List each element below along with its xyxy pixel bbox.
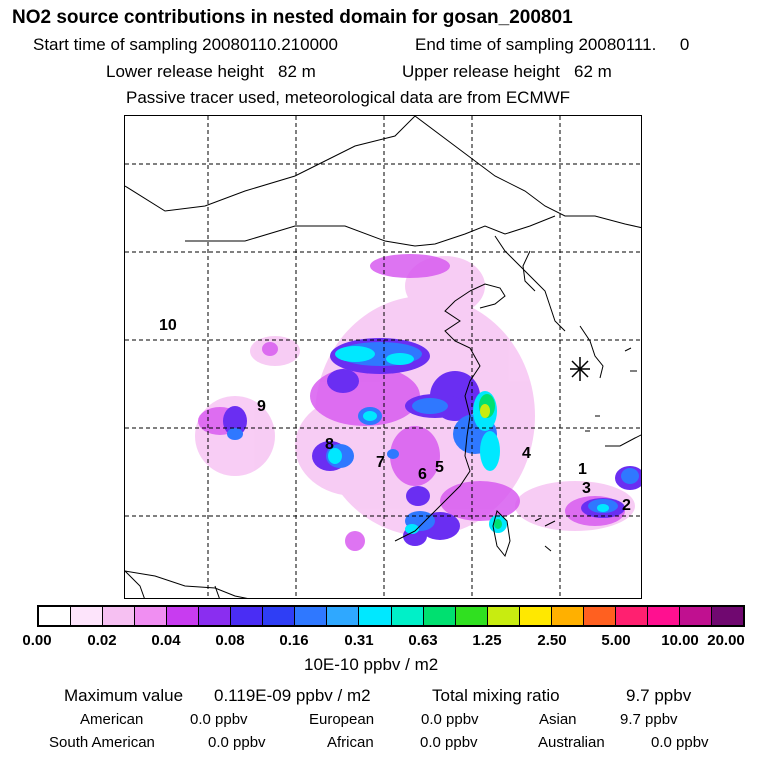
end-time-text: End time of sampling 20080111. 0: [415, 35, 690, 54]
colorbar-tick: 0.00: [22, 632, 52, 649]
region-label-8: 8: [325, 436, 334, 453]
stat-european-value: 0.0 ppbv: [421, 711, 479, 728]
colorbar-segment: [551, 607, 584, 625]
colorbar-tick: 5.00: [601, 632, 631, 649]
colorbar-tick: 0.31: [344, 632, 374, 649]
stat-australian-value: 0.0 ppbv: [651, 734, 709, 751]
stat-african-value: 0.0 ppbv: [420, 734, 478, 751]
stat-american-label: American: [80, 711, 144, 728]
colorbar-segment: [423, 607, 456, 625]
colorbar-segment: [327, 607, 360, 625]
colorbar-segment: [519, 607, 552, 625]
colorbar-segment: [295, 607, 328, 625]
colorbar-segment: [615, 607, 648, 625]
region-label-4: 4: [522, 445, 531, 462]
colorbar-tick: 0.04: [151, 632, 181, 649]
lower-release-text: Lower release height 82 m: [106, 62, 316, 81]
stat-african-label: African: [327, 734, 374, 751]
region-label-3: 3: [582, 480, 591, 497]
colorbar-tick: 0.08: [215, 632, 245, 649]
coastline: [125, 116, 641, 598]
colorbar-segment: [103, 607, 136, 625]
total-mixing-value: 9.7 ppbv: [626, 686, 692, 705]
colorbar-tick: 10.00: [661, 632, 699, 649]
colorbar-units: 10E-10 ppbv / m2: [304, 655, 439, 674]
colorbar-segment: [39, 607, 72, 625]
stat-south-american-label: South American: [49, 734, 155, 751]
region-label-5: 5: [435, 459, 444, 476]
colorbar-tick: 2.50: [537, 632, 567, 649]
region-label-10: 10: [159, 317, 177, 334]
colorbar-tick: 0.63: [408, 632, 438, 649]
tracer-note-text: Passive tracer used, meteorological data…: [126, 88, 571, 107]
colorbar-segment: [487, 607, 520, 625]
stat-asian-value: 9.7 ppbv: [620, 711, 678, 728]
region-label-2: 2: [622, 497, 631, 514]
colorbar-segment: [135, 607, 168, 625]
colorbar-segment: [711, 607, 744, 625]
map-svg: [125, 116, 641, 598]
colorbar-segment: [583, 607, 616, 625]
stat-asian-label: Asian: [539, 711, 577, 728]
colorbar-segment: [199, 607, 232, 625]
map-panel: [124, 115, 642, 599]
colorbar-segment: [359, 607, 392, 625]
colorbar-segment: [455, 607, 488, 625]
colorbar-segment: [231, 607, 264, 625]
region-label-9: 9: [257, 398, 266, 415]
colorbar-segment: [71, 607, 104, 625]
max-value: 0.119E-09 ppbv / m2: [214, 686, 371, 705]
upper-release-text: Upper release height 62 m: [402, 62, 612, 81]
region-label-7: 7: [376, 454, 385, 471]
stat-australian-label: Australian: [538, 734, 605, 751]
region-label-6: 6: [418, 466, 427, 483]
colorbar-tick: 0.02: [87, 632, 117, 649]
lat-lon-grid: [125, 116, 641, 598]
colorbar-tick: 1.25: [472, 632, 502, 649]
colorbar-segment: [167, 607, 200, 625]
colorbar-segment: [263, 607, 296, 625]
colorbar: [37, 605, 745, 627]
concentration-field: [195, 254, 641, 551]
colorbar-segment: [647, 607, 680, 625]
plot-title: NO2 source contributions in nested domai…: [12, 7, 573, 28]
stat-european-label: European: [309, 711, 375, 728]
total-mixing-label: Total mixing ratio: [432, 686, 560, 705]
colorbar-segment: [391, 607, 424, 625]
colorbar-tick: 0.16: [279, 632, 309, 649]
receptor-star-icon: [570, 357, 590, 381]
region-label-1: 1: [578, 461, 587, 478]
start-time-text: Start time of sampling 20080110.210000: [33, 35, 338, 54]
max-value-label: Maximum value: [64, 686, 184, 705]
colorbar-segment: [679, 607, 712, 625]
stat-south-american-value: 0.0 ppbv: [208, 734, 266, 751]
colorbar-tick: 20.00: [707, 632, 745, 649]
stat-american-value: 0.0 ppbv: [190, 711, 248, 728]
